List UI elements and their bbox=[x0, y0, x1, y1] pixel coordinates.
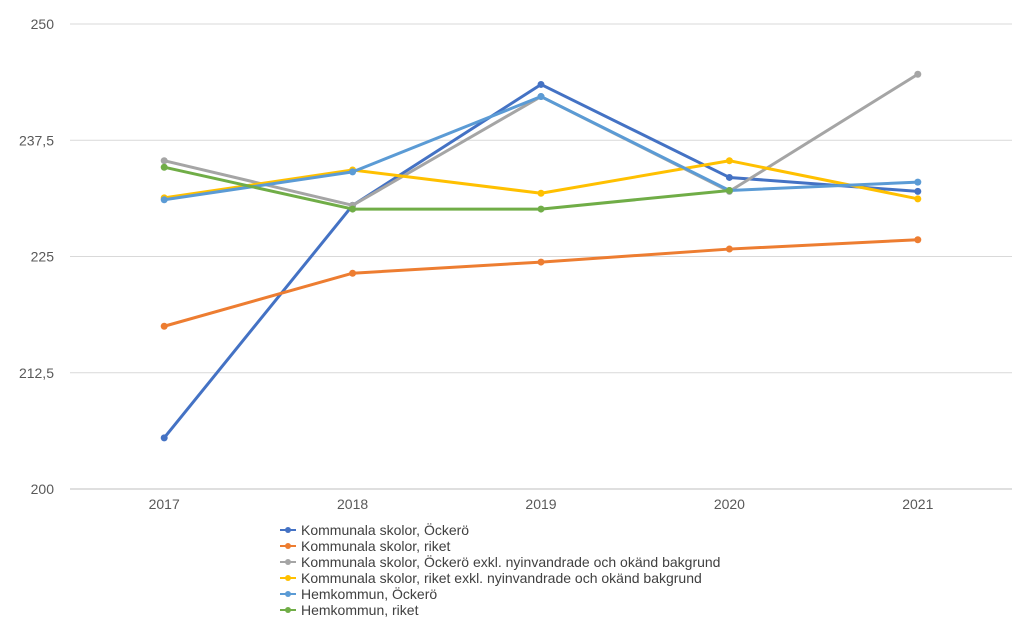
data-point bbox=[160, 434, 168, 442]
legend-item: Kommunala skolor, Öckerö exkl. nyinvandr… bbox=[278, 554, 720, 570]
x-tick-label: 2018 bbox=[337, 496, 368, 512]
legend-item: Kommunala skolor, Öckerö bbox=[278, 522, 720, 538]
legend-item: Kommunala skolor, riket bbox=[278, 538, 720, 554]
data-point bbox=[160, 196, 168, 204]
series-6 bbox=[160, 163, 733, 213]
grid-lines bbox=[70, 23, 1012, 490]
data-point bbox=[160, 157, 168, 165]
data-point bbox=[537, 189, 545, 197]
data-point bbox=[537, 205, 545, 213]
data-point bbox=[914, 187, 922, 195]
data-point bbox=[725, 245, 733, 253]
data-point bbox=[537, 93, 545, 101]
legend-marker-icon bbox=[278, 522, 298, 538]
legend-label: Hemkommun, riket bbox=[301, 602, 419, 618]
legend-label: Kommunala skolor, riket bbox=[301, 538, 451, 554]
x-axis-tick-labels: 2017 2018 2019 2020 2021 bbox=[149, 496, 934, 512]
line-chart: 200 212,5 225 237,5 250 2017 2018 2019 2020 2021 bbox=[19, 16, 1012, 512]
y-tick-label: 200 bbox=[31, 481, 55, 497]
x-tick-label: 2017 bbox=[149, 496, 180, 512]
y-tick-label: 212,5 bbox=[19, 365, 54, 381]
data-point bbox=[160, 322, 168, 330]
data-point bbox=[914, 236, 922, 244]
data-point bbox=[349, 269, 357, 277]
data-point bbox=[725, 157, 733, 165]
legend-label: Hemkommun, Öckerö bbox=[301, 586, 438, 602]
x-tick-label: 2020 bbox=[714, 496, 745, 512]
data-point bbox=[725, 186, 733, 194]
data-point bbox=[725, 173, 733, 181]
series-line bbox=[162, 165, 731, 211]
legend-marker-icon bbox=[278, 538, 298, 554]
legend-item: Hemkommun, riket bbox=[278, 602, 720, 618]
series-4 bbox=[160, 157, 922, 203]
data-point bbox=[349, 205, 357, 213]
legend-item: Kommunala skolor, riket exkl. nyinvandra… bbox=[278, 570, 720, 586]
legend-marker-icon bbox=[278, 586, 298, 602]
data-point bbox=[160, 163, 168, 171]
data-point bbox=[537, 258, 545, 266]
legend-label: Kommunala skolor, riket exkl. nyinvandra… bbox=[301, 570, 702, 586]
data-point bbox=[914, 178, 922, 186]
data-point bbox=[349, 168, 357, 176]
legend-label: Kommunala skolor, Öckerö exkl. nyinvandr… bbox=[301, 554, 721, 570]
y-axis-tick-labels: 200 212,5 225 237,5 250 bbox=[19, 16, 54, 497]
x-tick-label: 2021 bbox=[902, 496, 933, 512]
data-point bbox=[537, 80, 545, 88]
x-tick-label: 2019 bbox=[525, 496, 556, 512]
legend-marker-icon bbox=[278, 602, 298, 618]
legend-marker-icon bbox=[278, 554, 298, 570]
data-point bbox=[914, 70, 922, 78]
y-tick-label: 237,5 bbox=[19, 132, 54, 148]
data-point bbox=[914, 195, 922, 203]
legend-label: Kommunala skolor, Öckerö bbox=[301, 522, 470, 538]
legend-item: Hemkommun, Öckerö bbox=[278, 586, 720, 602]
y-tick-label: 225 bbox=[31, 249, 55, 265]
y-tick-label: 250 bbox=[31, 16, 55, 32]
legend-marker-icon bbox=[278, 570, 298, 586]
series-1 bbox=[160, 80, 922, 442]
series-2 bbox=[160, 236, 922, 330]
series-lines bbox=[160, 70, 922, 442]
legend: Kommunala skolor, Öckerö Kommunala skolor… bbox=[278, 522, 720, 618]
series-line bbox=[162, 238, 920, 328]
